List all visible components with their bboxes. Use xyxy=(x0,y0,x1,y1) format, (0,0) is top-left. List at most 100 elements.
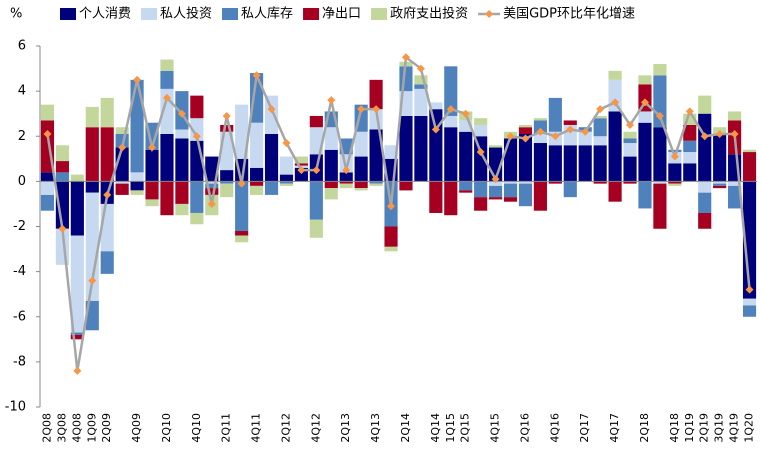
gdp-marker xyxy=(715,129,724,138)
bar-segment xyxy=(70,332,84,335)
y-tick-label: 2 xyxy=(18,129,26,144)
bar-segment xyxy=(533,120,547,134)
bar-segment xyxy=(414,88,428,116)
bar-segment xyxy=(100,97,114,128)
y-tick-label: -8 xyxy=(13,354,26,369)
bar-segment xyxy=(548,145,562,182)
legend-marker xyxy=(485,10,494,18)
gdp-marker xyxy=(670,152,679,161)
legend-label: 政府支出投资 xyxy=(390,6,468,22)
bar-segment xyxy=(683,113,697,125)
y-tick-label: -10 xyxy=(5,400,26,415)
x-tick-label: 1Q15 xyxy=(444,413,457,443)
bar-segment xyxy=(205,181,219,184)
bar-segment xyxy=(518,127,533,134)
bar-segment xyxy=(683,152,697,164)
bar-segment xyxy=(205,183,219,189)
x-tick-label: 4Q11 xyxy=(250,413,263,443)
bar-segment xyxy=(668,163,682,182)
y-tick-label: 6 xyxy=(18,39,26,54)
x-tick-label: 4Q10 xyxy=(190,413,203,443)
bar-segment xyxy=(548,181,562,184)
bar-segment xyxy=(698,113,712,182)
x-tick-label: 2Q09 xyxy=(100,413,113,443)
y-tick-label: -4 xyxy=(13,264,26,279)
bar-segment xyxy=(250,167,264,182)
bar-segment xyxy=(742,298,757,306)
bar-segment xyxy=(205,156,219,182)
bar-segment xyxy=(608,181,622,202)
bar-segment xyxy=(100,127,114,182)
x-tick-label: 4Q16 xyxy=(548,413,561,443)
bar-segment xyxy=(220,124,234,132)
bar-segment xyxy=(429,181,443,213)
bar-segment xyxy=(489,145,503,148)
bar-segment xyxy=(698,95,712,114)
bar-segment xyxy=(40,194,55,211)
bar-segment xyxy=(354,156,368,182)
bar-segment xyxy=(145,149,159,182)
bar-segment xyxy=(503,197,518,202)
bar-segment xyxy=(55,181,69,229)
bar-segment xyxy=(683,140,697,153)
bar-segment xyxy=(339,181,353,184)
bar-segment xyxy=(533,181,547,211)
bar-segment xyxy=(85,127,99,182)
bar-segment xyxy=(593,136,607,146)
bar-segment xyxy=(190,95,204,119)
bar-segment xyxy=(160,59,174,71)
bar-segment xyxy=(698,212,712,229)
gdp-marker xyxy=(655,111,664,120)
bar-segment xyxy=(563,120,577,125)
bar-segment xyxy=(70,334,84,340)
bar-segment xyxy=(145,181,159,200)
gdp-marker xyxy=(252,71,261,80)
bar-segment xyxy=(354,181,368,189)
x-tick-label: 4Q15 xyxy=(489,413,502,443)
bar-segment xyxy=(444,181,458,216)
legend-swatch xyxy=(222,8,239,20)
gdp-marker xyxy=(387,202,396,211)
bar-segment xyxy=(713,181,727,184)
bar-segment xyxy=(369,183,383,186)
gdp-marker xyxy=(476,148,485,157)
bar-segment xyxy=(653,127,667,182)
bar-segment xyxy=(503,183,518,198)
x-tick-label: 1Q09 xyxy=(85,413,98,443)
bar-segment xyxy=(190,181,204,213)
bar-segment xyxy=(190,212,204,225)
gdp-marker xyxy=(357,105,366,114)
legend-label: 净出口 xyxy=(322,7,361,22)
gdp-marker xyxy=(103,190,112,199)
bar-segment xyxy=(593,181,607,184)
bar-segment xyxy=(518,183,533,207)
bar-segment xyxy=(40,181,55,195)
gdp-marker xyxy=(596,105,605,114)
bar-segment xyxy=(160,70,174,89)
bar-segment xyxy=(638,181,652,209)
bar-segment xyxy=(130,190,144,195)
bar-segment xyxy=(444,127,458,182)
gdp-marker xyxy=(626,120,635,129)
gdp-marker xyxy=(416,64,425,73)
bar-segment xyxy=(369,181,383,184)
bar-segment xyxy=(85,106,99,128)
gdp-marker xyxy=(521,134,530,143)
bar-segment xyxy=(548,97,562,132)
bar-segment xyxy=(70,181,84,236)
bar-segment xyxy=(324,181,338,189)
bar-segment xyxy=(115,181,129,184)
bar-segment xyxy=(220,183,234,198)
gdp-marker xyxy=(506,132,515,141)
bar-segment xyxy=(384,226,398,247)
gdp-marker xyxy=(267,105,276,114)
gdp-marker xyxy=(566,125,575,134)
x-tick-label: 4Q17 xyxy=(608,413,621,443)
bar-segment xyxy=(489,185,503,198)
gdp-marker xyxy=(745,285,754,294)
bar-segment xyxy=(399,66,413,92)
bar-segment xyxy=(40,172,55,182)
x-tick-label: 2Q17 xyxy=(578,413,591,443)
bar-segment xyxy=(503,181,518,184)
x-tick-label: 4Q19 xyxy=(728,413,741,443)
